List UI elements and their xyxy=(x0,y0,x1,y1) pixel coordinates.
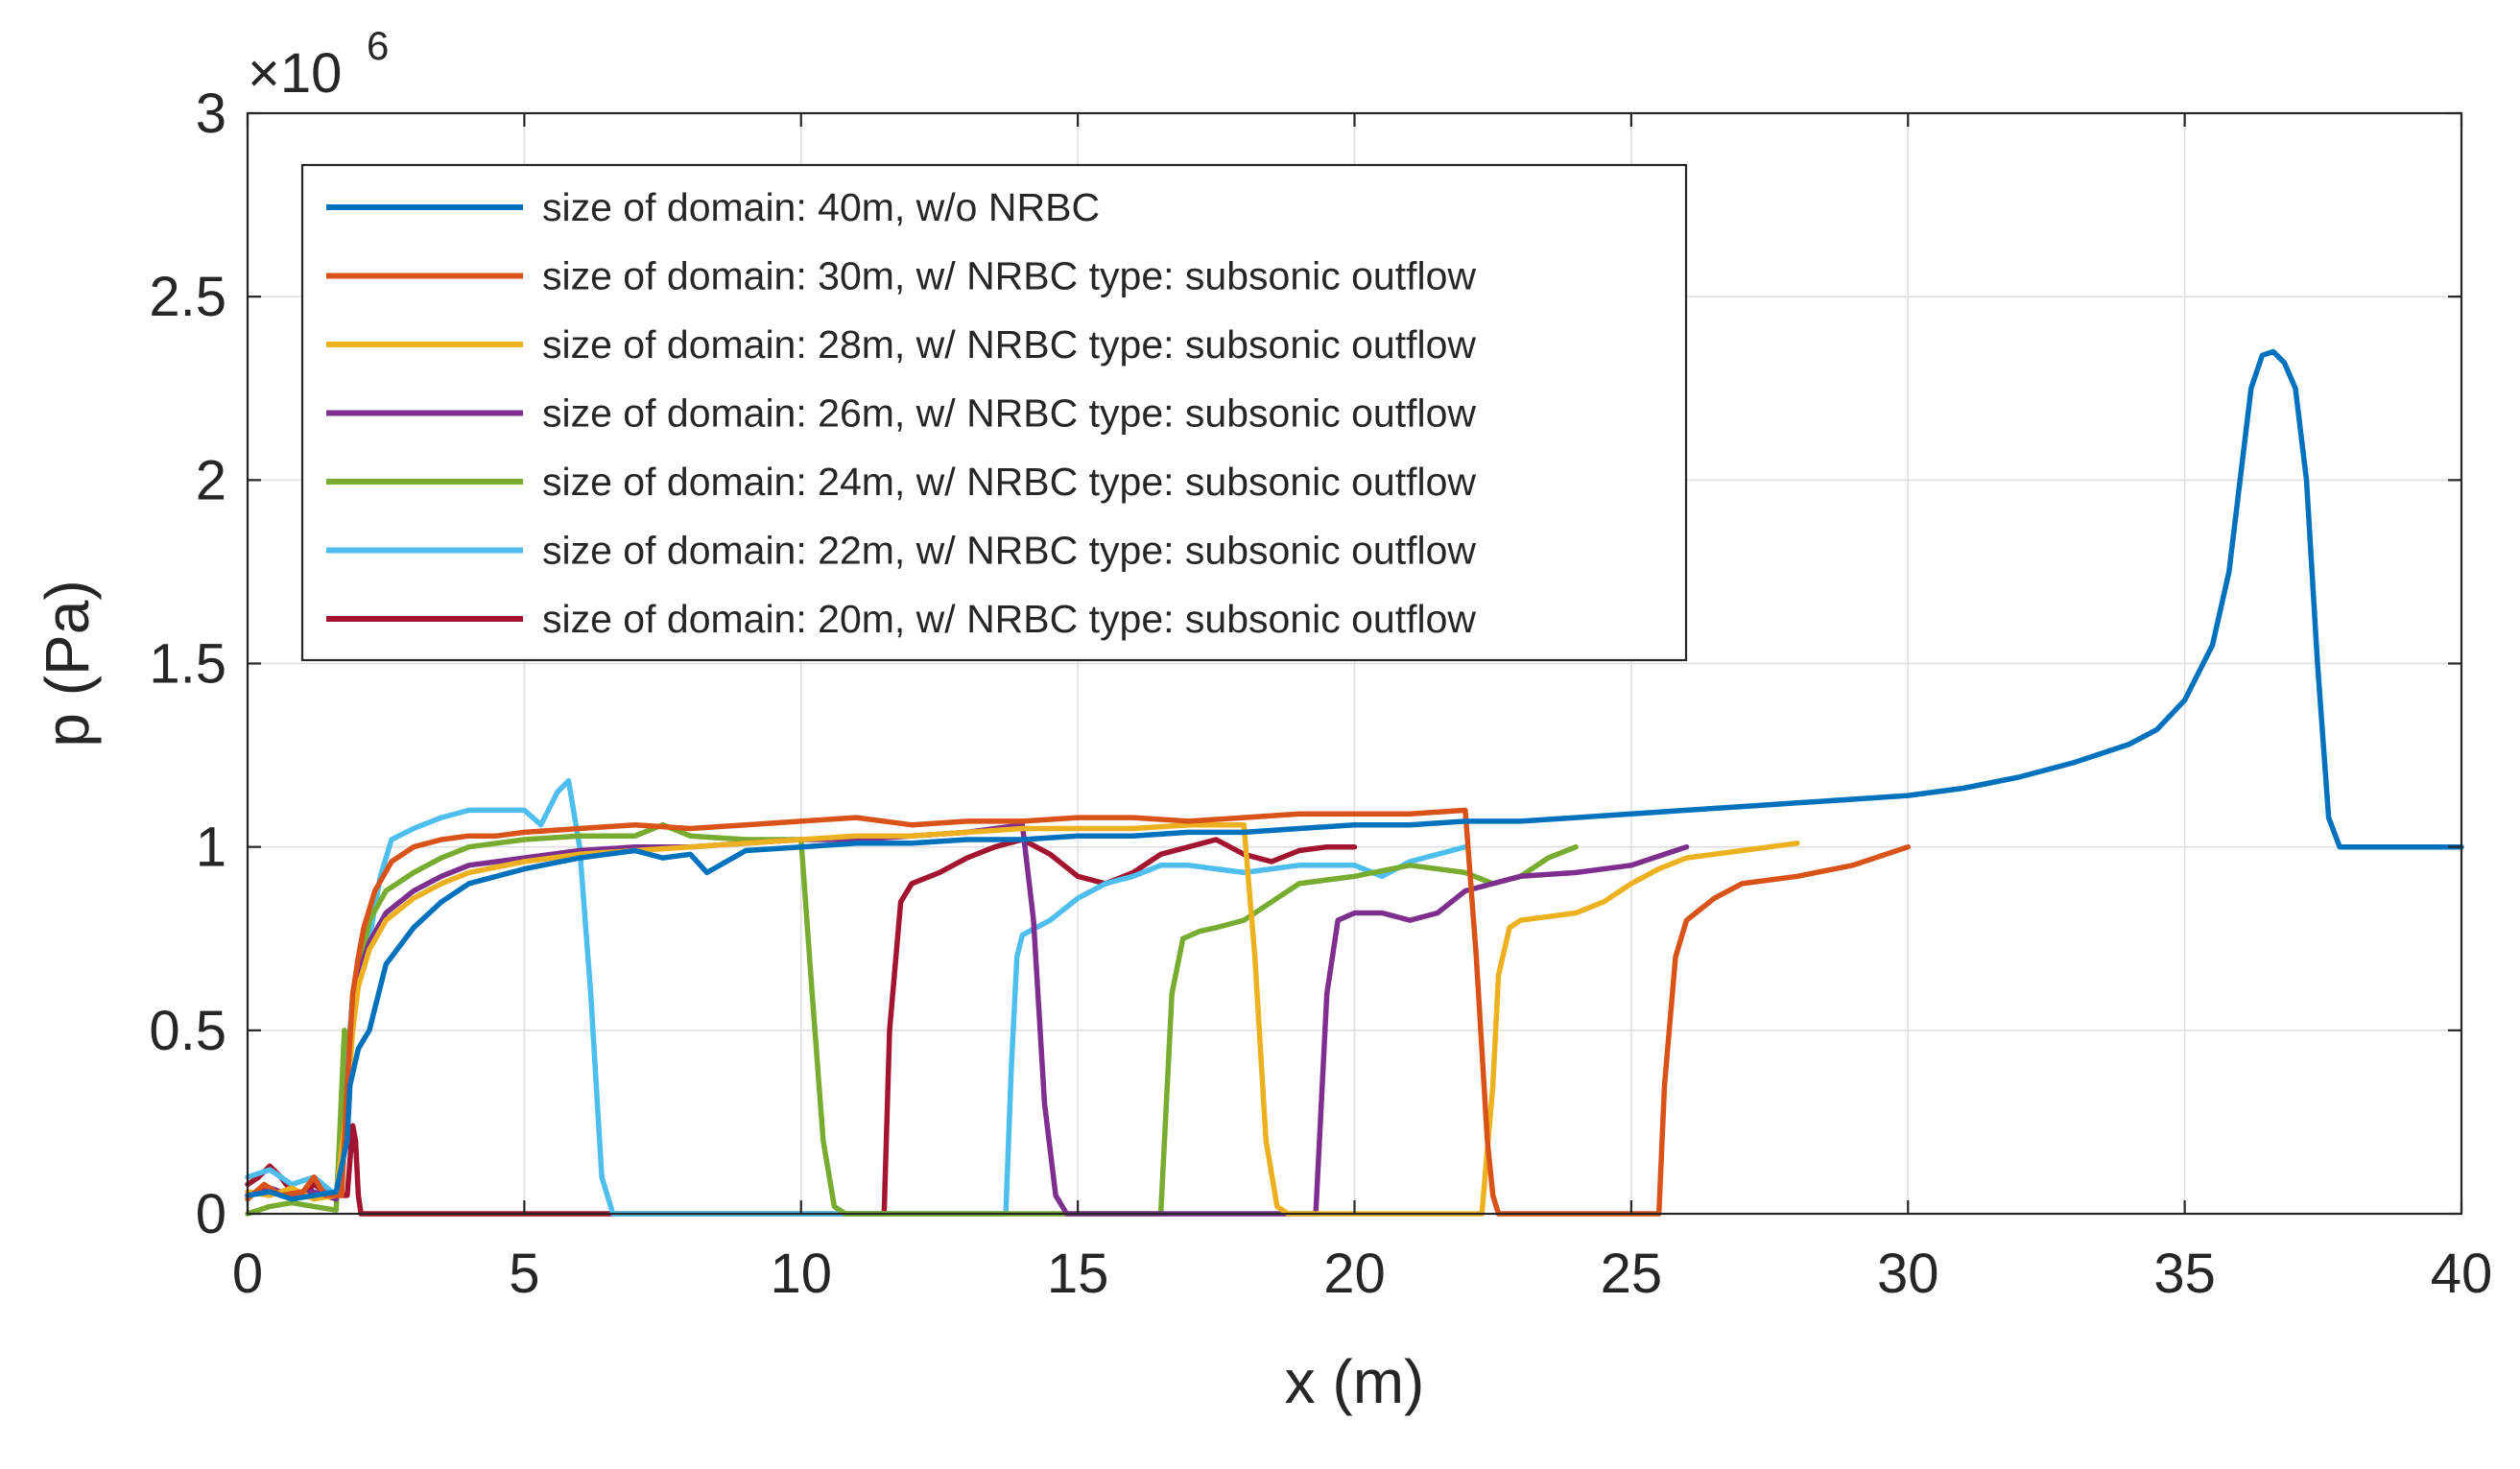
y-tick-label: 2 xyxy=(196,449,226,511)
x-tick-label: 5 xyxy=(509,1243,539,1305)
legend-label-5: size of domain: 24m, w/ NRBC type: subso… xyxy=(542,460,1476,504)
y-scale-factor: ×10 6 xyxy=(248,23,389,105)
y-tick-label: 1.5 xyxy=(149,633,226,696)
legend-label-1: size of domain: 40m, w/o NRBC xyxy=(542,185,1100,229)
x-tick-label: 15 xyxy=(1047,1243,1109,1305)
x-tick-label: 10 xyxy=(770,1243,832,1305)
x-axis-label: x (m) xyxy=(1285,1347,1425,1416)
y-tick-label: 2.5 xyxy=(149,266,226,328)
x-tick-label: 0 xyxy=(232,1243,263,1305)
y-tick-label: 0.5 xyxy=(149,1000,226,1062)
x-tick-label: 30 xyxy=(1877,1243,1939,1305)
legend-label-7: size of domain: 20m, w/ NRBC type: subso… xyxy=(542,597,1476,641)
legend-label-6: size of domain: 22m, w/ NRBC type: subso… xyxy=(542,529,1476,573)
x-tick-label: 20 xyxy=(1323,1243,1386,1305)
x-tick-label: 35 xyxy=(2153,1243,2216,1305)
legend-label-3: size of domain: 28m, w/ NRBC type: subso… xyxy=(542,322,1476,367)
legend-label-4: size of domain: 26m, w/ NRBC type: subso… xyxy=(542,391,1476,436)
y-scale-base: ×10 xyxy=(248,42,342,105)
y-tick-label: 1 xyxy=(196,817,226,879)
x-tick-label: 40 xyxy=(2431,1243,2493,1305)
x-tick-label: 25 xyxy=(1601,1243,1663,1305)
y-axis-label: p (Pa) xyxy=(33,580,102,746)
line-chart: 0 5 10 15 20 25 30 35 40 0 0.5 1 1.5 2 2.5 3 x (m) p (P… xyxy=(0,0,2520,1469)
legend: size of domain: 40m, w/o NRBC size of dom… xyxy=(302,165,1686,660)
y-tick-label: 3 xyxy=(196,83,226,145)
y-tick-label: 0 xyxy=(196,1183,226,1245)
y-scale-exponent: 6 xyxy=(367,23,389,68)
legend-label-2: size of domain: 30m, w/ NRBC type: subso… xyxy=(542,254,1476,298)
